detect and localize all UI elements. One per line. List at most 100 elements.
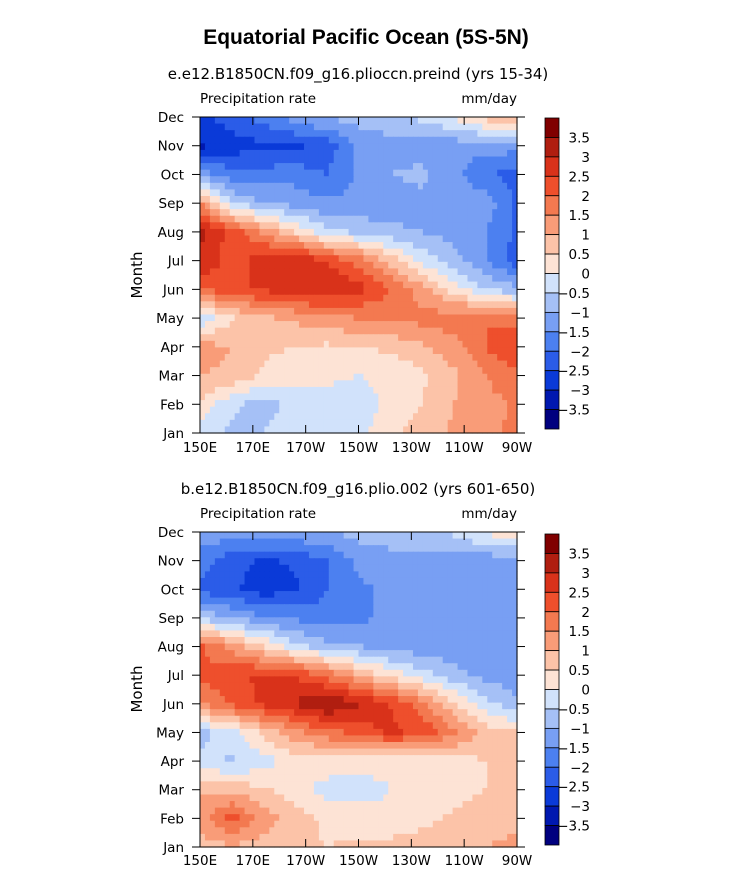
- heatmap-cell: [328, 669, 335, 677]
- heatmap-cell: [507, 571, 513, 579]
- heatmap-cell: [467, 301, 474, 309]
- heatmap-cell: [313, 413, 320, 421]
- heatmap-cell: [204, 545, 211, 553]
- heatmap-cell: [467, 222, 474, 230]
- heatmap-cell: [477, 301, 483, 309]
- heatmap-cell: [393, 597, 399, 605]
- heatmap-cell: [358, 650, 365, 658]
- heatmap-cell: [368, 235, 374, 243]
- heatmap-cell: [274, 176, 280, 184]
- heatmap-cell: [368, 334, 374, 342]
- heatmap-cell: [482, 222, 488, 230]
- heatmap-cell: [353, 261, 360, 270]
- heatmap-cell: [492, 709, 498, 717]
- heatmap-cell: [472, 386, 478, 395]
- heatmap-cell: [274, 360, 280, 368]
- heatmap-cell: [398, 321, 404, 329]
- heatmap-cell: [512, 327, 518, 335]
- heatmap-cell: [417, 136, 424, 144]
- heatmap-cell: [363, 571, 369, 579]
- heatmap-cell: [313, 617, 320, 625]
- heatmap-cell: [502, 419, 508, 428]
- heatmap-cell: [294, 196, 300, 204]
- colorbar-box: [544, 175, 560, 197]
- heatmap-cell: [373, 604, 379, 612]
- heatmap-cell: [219, 202, 226, 210]
- heatmap-cell: [353, 294, 360, 302]
- heatmap-cell: [308, 255, 315, 263]
- heatmap-cell: [482, 182, 488, 191]
- heatmap-cell: [388, 413, 394, 421]
- heatmap-cell: [234, 321, 241, 329]
- heatmap-cell: [393, 314, 399, 322]
- heatmap-cell: [482, 643, 488, 651]
- heatmap-cell: [408, 419, 414, 428]
- heatmap-cell: [274, 202, 280, 210]
- heatmap-cell: [254, 327, 261, 335]
- heatmap-cell: [239, 130, 246, 138]
- heatmap-cell: [442, 130, 449, 138]
- y-tick-label: Mar: [159, 369, 185, 385]
- heatmap-cell: [333, 643, 340, 651]
- heatmap-cell: [249, 682, 256, 691]
- heatmap-cell: [442, 176, 449, 184]
- heatmap-cell: [234, 617, 241, 625]
- heatmap-cell: [348, 301, 355, 309]
- heatmap-cell: [353, 571, 360, 579]
- heatmap-cell: [264, 663, 270, 671]
- heatmap-cell: [289, 314, 295, 322]
- heatmap-cell: [249, 215, 256, 223]
- heatmap-cell: [289, 656, 295, 664]
- heatmap-cell: [393, 538, 399, 546]
- heatmap-cell: [224, 426, 231, 434]
- heatmap-cell: [328, 307, 335, 316]
- heatmap-cell: [487, 281, 493, 289]
- heatmap-cell: [442, 532, 449, 540]
- heatmap-cell: [249, 393, 256, 401]
- heatmap-cell: [343, 136, 350, 144]
- heatmap-cell: [432, 209, 439, 217]
- heatmap-cell: [432, 676, 439, 684]
- heatmap-cell: [299, 275, 305, 283]
- heatmap-cell: [398, 255, 404, 263]
- heatmap-cell: [417, 242, 424, 250]
- heatmap-cell: [507, 209, 513, 217]
- heatmap-cell: [388, 689, 394, 697]
- heatmap-cell: [492, 630, 498, 638]
- heatmap-cell: [318, 709, 325, 717]
- heatmap-cell: [467, 117, 474, 125]
- heatmap-cell: [403, 321, 409, 329]
- heatmap-cell: [437, 307, 444, 316]
- heatmap-cell: [497, 189, 503, 197]
- heatmap-cell: [244, 709, 251, 717]
- heatmap-cell: [507, 584, 513, 592]
- heatmap-cell: [348, 610, 355, 618]
- heatmap-cell: [502, 400, 508, 408]
- heatmap-cell: [373, 275, 379, 283]
- heatmap-cell: [244, 689, 251, 697]
- figure-title: Equatorial Pacific Ocean (5S-5N): [203, 26, 529, 49]
- heatmap-cell: [408, 149, 414, 158]
- heatmap-cell: [422, 275, 429, 283]
- heatmap-cell: [442, 367, 449, 375]
- heatmap-cell: [358, 248, 365, 256]
- heatmap-cell: [497, 617, 503, 625]
- heatmap-cell: [333, 682, 340, 691]
- heatmap-cell: [403, 275, 409, 283]
- heatmap-cell: [299, 676, 305, 684]
- heatmap-cell: [383, 551, 389, 559]
- heatmap-cell: [219, 248, 226, 256]
- heatmap-cell: [209, 367, 216, 375]
- heatmap-cell: [398, 656, 404, 664]
- heatmap-cell: [219, 215, 226, 223]
- heatmap-cell: [403, 419, 409, 428]
- heatmap-cell: [318, 242, 325, 250]
- heatmap-cell: [299, 156, 305, 164]
- heatmap-cell: [328, 419, 335, 428]
- heatmap-cell: [398, 327, 404, 335]
- heatmap-cell: [323, 281, 330, 289]
- heatmap-cell: [259, 610, 265, 618]
- heatmap-cell: [229, 715, 236, 723]
- heatmap-cell: [249, 643, 256, 651]
- heatmap-cell: [403, 597, 409, 605]
